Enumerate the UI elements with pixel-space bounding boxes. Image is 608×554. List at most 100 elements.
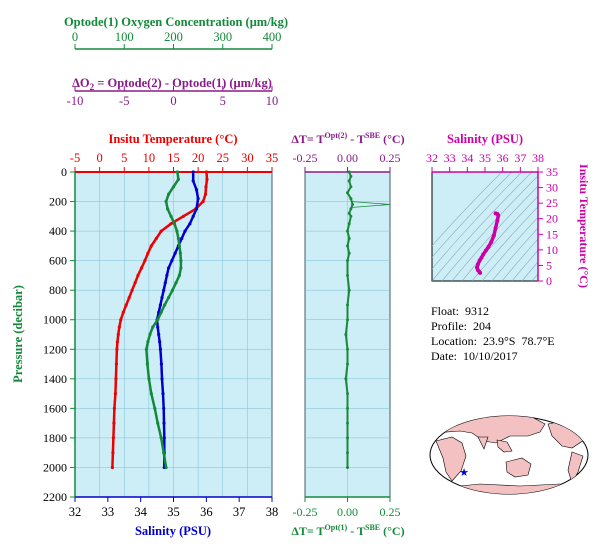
ts-density-contour	[471, 206, 538, 281]
pressure-tick-label: 1400	[43, 372, 67, 386]
temperature-point	[127, 296, 131, 300]
salinity-tick-label: 34	[134, 505, 147, 519]
delta-t-point	[346, 362, 349, 366]
ts-y-title: Insitu Temperature (°C)	[577, 164, 591, 288]
delta-t-point	[347, 179, 351, 183]
temperature-tick-label: -5	[70, 151, 80, 165]
oxygen-point	[177, 273, 181, 277]
float-info: Float: 9312 Profile: 204 Location: 23.9°…	[431, 304, 555, 364]
ts-point	[475, 262, 480, 267]
oxygen-point	[156, 421, 160, 425]
salinity-tick-label: 32	[69, 505, 82, 519]
ts-y-tick-label: 30	[546, 181, 558, 195]
delta-t-point	[347, 237, 351, 240]
ts-point	[496, 213, 501, 218]
ts-title: Salinity (PSU)	[447, 132, 523, 146]
pressure-tick-label: 1600	[43, 401, 67, 415]
delta-t-point	[346, 466, 349, 469]
delta-o2-title-prefix: ΔO	[72, 76, 90, 90]
salinity-tick-label: 36	[200, 505, 213, 519]
oxygen-point	[166, 207, 170, 211]
delta-t-point	[346, 191, 349, 195]
dt-bottom-suffix: (°C)	[380, 524, 404, 538]
salinity-tick-label: 37	[233, 505, 246, 519]
oxygen-point	[147, 377, 151, 381]
profile-number: Profile: 204	[431, 319, 491, 333]
pressure-tick-label: 2000	[43, 460, 67, 474]
temperature-point	[205, 177, 209, 181]
ts-point	[493, 226, 498, 231]
ts-y-tick-label: 15	[546, 227, 558, 241]
temperature-axis-title: Insitu Temperature (°C)	[108, 132, 237, 146]
delta-o2-tick-label: -10	[67, 94, 84, 108]
salinity-point	[160, 296, 164, 300]
ts-density-contour	[481, 216, 538, 281]
pressure-tick-label: 600	[49, 254, 67, 268]
temperature-point	[113, 392, 117, 396]
temperature-tick-label: 30	[241, 151, 254, 165]
oxygen-point	[179, 266, 183, 270]
ts-y-tick-label: 0	[546, 274, 552, 288]
ts-x-tick-label: 38	[532, 151, 544, 165]
float-id: Float: 9312	[431, 304, 490, 318]
temperature-series	[110, 170, 209, 470]
delta-o2-tick-label: 0	[170, 94, 176, 108]
salinity-point	[159, 362, 163, 366]
salinity-point	[158, 347, 162, 351]
pressure-tick-label: 1200	[43, 342, 67, 356]
oxygen-point	[177, 244, 181, 248]
delta-t-point	[346, 259, 349, 263]
pressure-axis-title: Pressure (decibar)	[11, 285, 25, 383]
oxygen-point	[167, 192, 171, 196]
ts-density-contour	[521, 261, 538, 281]
temperature-point	[143, 259, 147, 263]
oxygen-tick-label: 100	[115, 30, 134, 44]
dt-top-suffix: (°C)	[380, 132, 404, 146]
ts-x-tick-label: 34	[461, 151, 473, 165]
ts-y-tick-label: 10	[546, 243, 558, 257]
salinity-point	[162, 436, 166, 440]
oxygen-point	[153, 406, 157, 410]
salinity-point	[162, 406, 166, 410]
temperature-point	[149, 244, 153, 248]
temperature-point	[112, 406, 116, 410]
salinity-point	[191, 179, 195, 183]
temperature-point	[121, 310, 125, 314]
temperature-tick-label: 35	[266, 151, 279, 165]
oxygen-point	[151, 325, 155, 329]
temperature-point	[146, 251, 150, 255]
delta-o2-tick-label: 10	[266, 94, 279, 108]
delta-t-point	[347, 251, 351, 255]
delta-o2-tick-label: -5	[119, 94, 129, 108]
salinity-point	[165, 273, 169, 277]
oxygen-point	[163, 303, 167, 307]
temperature-point	[111, 436, 115, 440]
delta-t-point	[346, 406, 349, 410]
oxygen-point	[164, 465, 168, 470]
profile-panel: Insitu Temperature (°C) -5 0 5 10 15 20 25 30 35…	[11, 132, 278, 538]
temperature-point	[116, 332, 120, 337]
pressure-tick-label: 400	[49, 224, 67, 238]
salinity-point	[196, 197, 200, 201]
ts-x-tick-label: 37	[514, 151, 526, 165]
oxygen-tick-label: 400	[263, 30, 282, 44]
dt-bottom-sup2: SBE	[365, 523, 380, 532]
delta-t-point	[346, 303, 349, 307]
salinity-point	[160, 377, 164, 381]
delta-o2-axis-title: ΔO2 = Optode(2) - Optode(1) (μm/kg)	[72, 76, 272, 92]
delta-t-spike	[350, 201, 391, 208]
float-location-marker: ★	[459, 467, 469, 479]
ts-panel: Salinity (PSU) 32 33 34 35 36 37 3805101520253…	[426, 132, 591, 288]
salinity-tick-label: 35	[167, 505, 180, 519]
ts-density-contour	[451, 185, 538, 281]
oxygen-point	[149, 392, 153, 396]
delta-t-point	[347, 222, 351, 226]
ts-x-tick-label: 33	[444, 151, 456, 165]
temperature-point	[124, 303, 128, 307]
temperature-point	[169, 222, 173, 226]
oxygen-point	[169, 214, 173, 218]
oxygen-point	[164, 199, 168, 204]
delta-t-point	[346, 436, 349, 440]
oxygen-tick-label: 300	[213, 30, 232, 44]
continent-india	[477, 436, 489, 450]
